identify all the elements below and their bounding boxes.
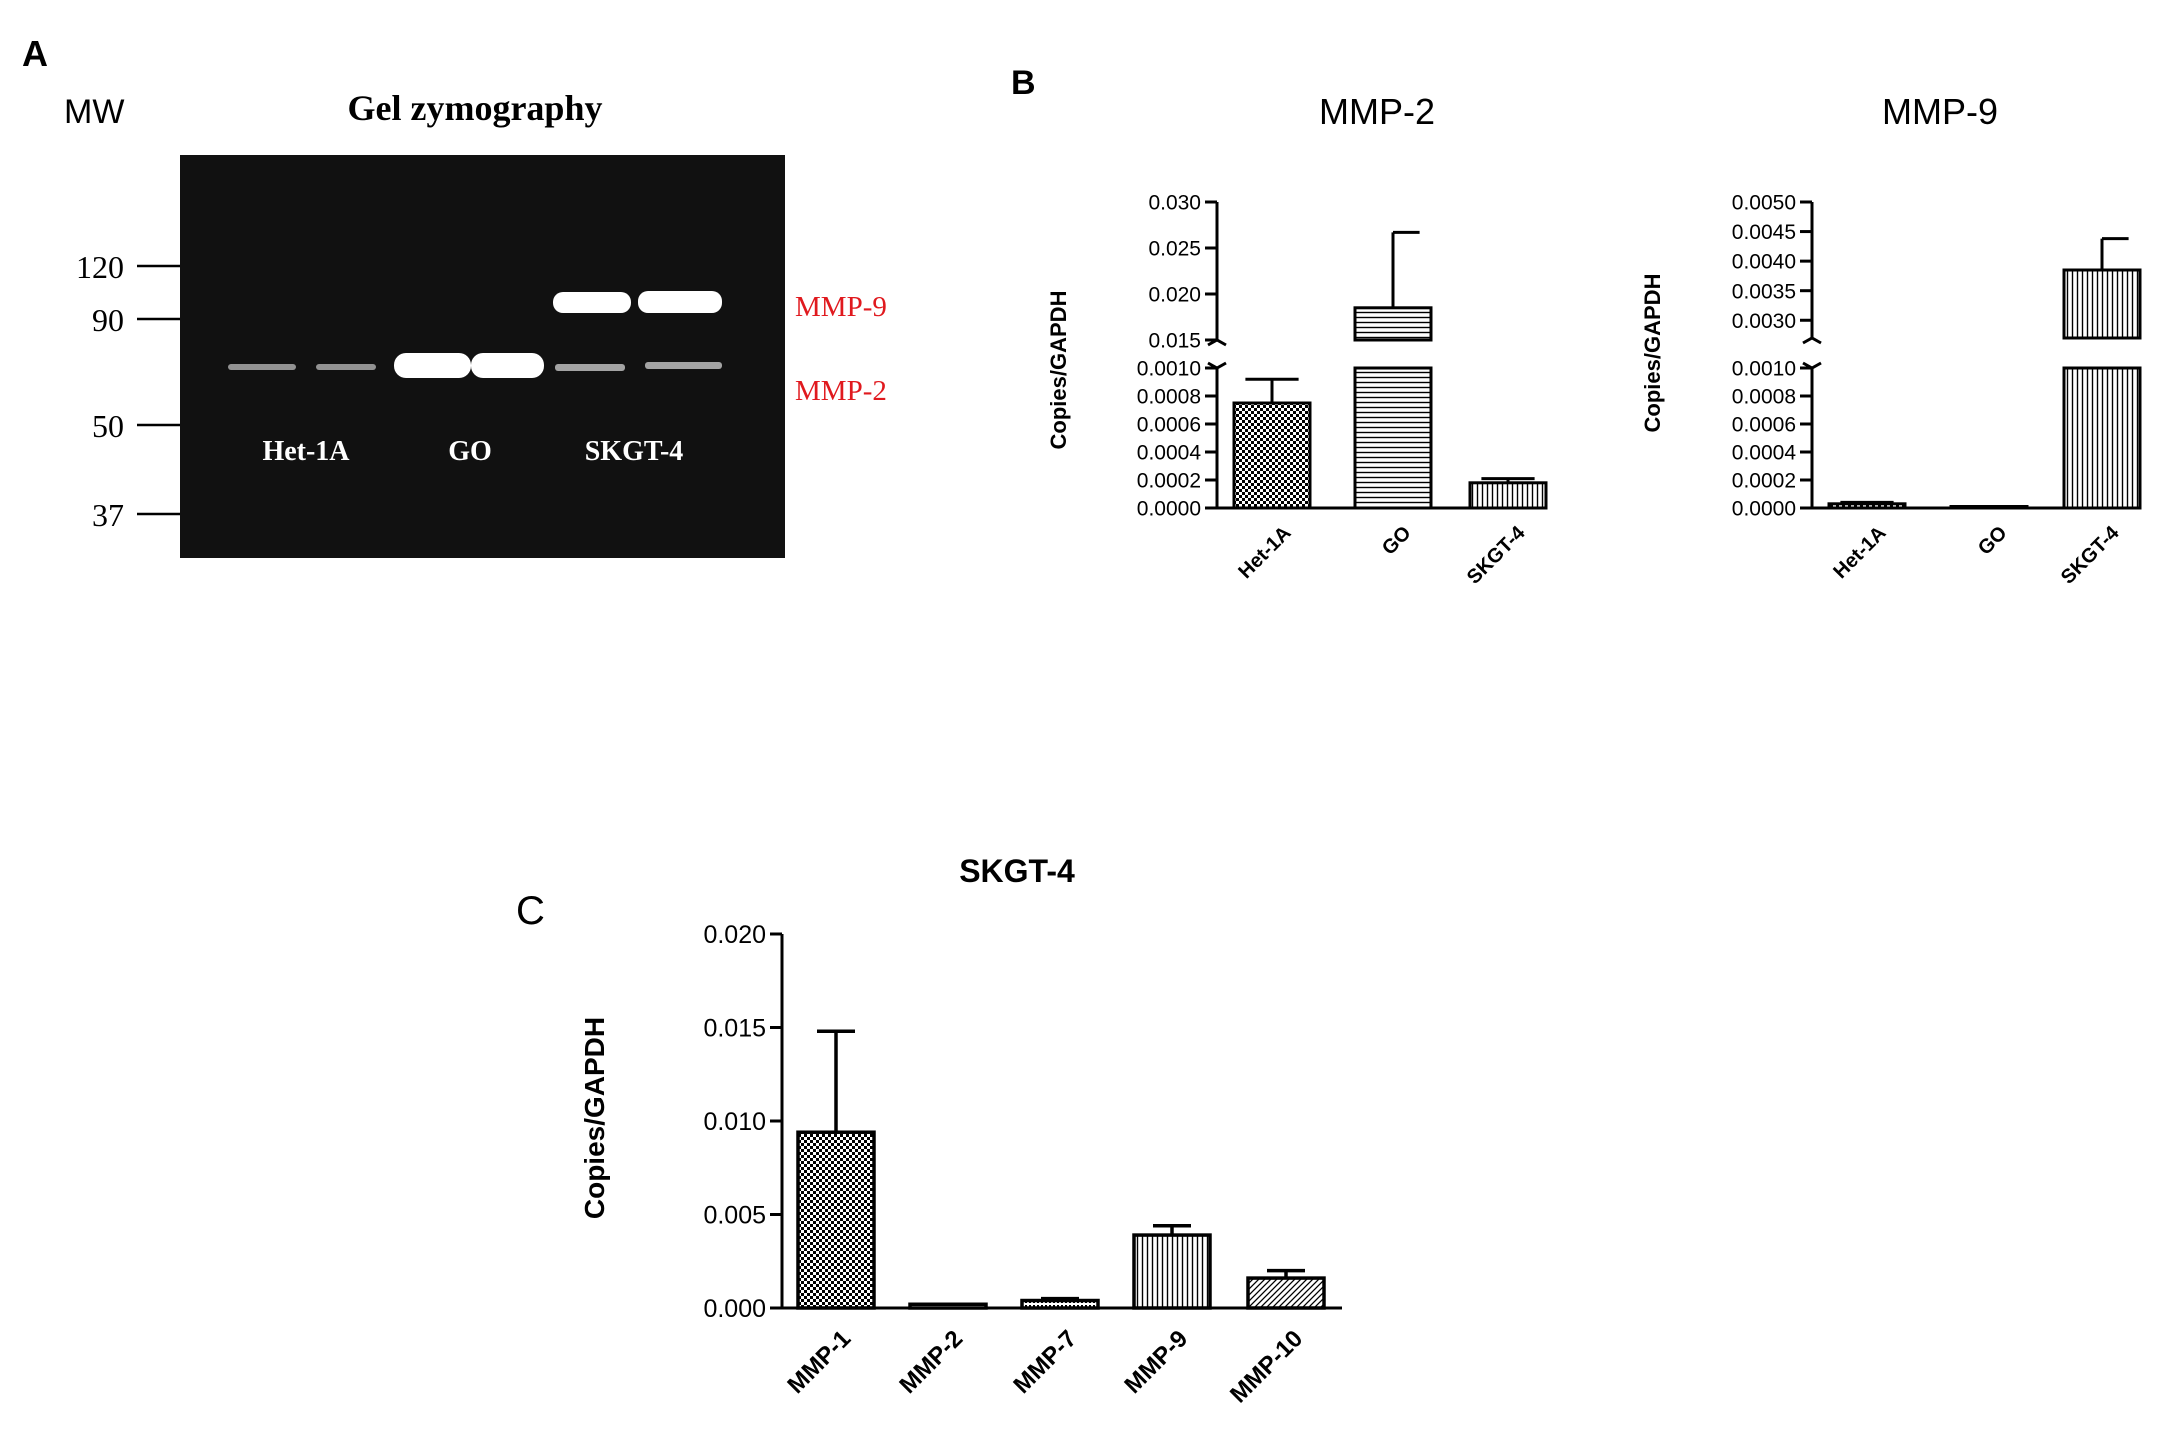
y-ticks: 0.000 0.005 0.010 0.015 0.020 <box>703 921 782 1323</box>
x-tick-label: GO <box>1974 522 2012 560</box>
x-tick-label: SKGT-4 <box>2057 521 2124 588</box>
y-tick-label: 0.015 <box>1148 330 1201 353</box>
chart-title: MMP-2 <box>1319 91 1435 132</box>
bars <box>796 1029 1326 1310</box>
band-go-mmp2-lane1 <box>394 353 471 378</box>
y-tick-label: 0.020 <box>703 921 766 949</box>
bar-lower <box>2062 366 2142 510</box>
panel-a: A MW Gel zymography 120 90 50 37 Het-1A … <box>22 33 887 558</box>
bars <box>1232 230 1548 510</box>
bar-upper <box>1353 306 1433 342</box>
y-ticks-upper: 0.015 0.020 0.025 0.030 <box>1148 192 1217 353</box>
gel-bands <box>228 291 722 378</box>
y-tick-label: 0.0002 <box>1732 470 1796 493</box>
x-tick-labels: Het-1A GO SKGT-4 <box>1234 521 1530 588</box>
y-tick-label: 0.0010 <box>1732 358 1796 381</box>
y-tick-label: 0.0002 <box>1137 470 1201 493</box>
y-tick-label: 0.020 <box>1148 284 1201 307</box>
x-tick-label: MMP-7 <box>1008 1325 1082 1399</box>
lane-label-skgt4: SKGT-4 <box>585 436 684 467</box>
bar <box>1232 401 1312 510</box>
x-tick-label: MMP-2 <box>894 1325 968 1399</box>
lane-label-go: GO <box>448 436 492 467</box>
bar <box>796 1130 876 1310</box>
band-het1a-mmp2-lane1 <box>228 364 296 370</box>
mw-marker-37: 37 <box>92 497 124 533</box>
y-tick-label: 0.0045 <box>1732 221 1796 244</box>
x-tick-label: GO <box>1378 522 1416 560</box>
panel-b-letter: B <box>1011 64 1036 102</box>
band-het1a-mmp2-lane2 <box>316 364 376 370</box>
y-tick-label: 0.0008 <box>1137 386 1201 409</box>
y-tick-label: 0.010 <box>703 1108 766 1136</box>
bar-upper <box>2062 268 2142 340</box>
y-axis-label: Copies/GAPDH <box>579 1017 610 1219</box>
band-go-mmp2-lane2 <box>471 353 544 378</box>
y-ticks-lower: 0.0000 0.0002 0.0004 0.0006 0.0008 0.0010 <box>1137 358 1217 521</box>
x-tick-label: MMP-10 <box>1225 1325 1308 1408</box>
chart-b-mmp9: MMP-9 Copies/GAPDH 0.00000.00020.00040.0… <box>1640 91 2142 589</box>
bar <box>1020 1298 1100 1310</box>
y-tick-label: 0.0004 <box>1732 442 1797 465</box>
y-tick-label: 0.0006 <box>1732 414 1796 437</box>
lane-label-het1a: Het-1A <box>262 436 350 467</box>
y-tick-label: 0.0030 <box>1732 310 1796 333</box>
y-ticks-upper: 0.0030 0.0035 0.0040 0.0045 0.0050 <box>1732 192 1812 333</box>
axis-break <box>1802 336 1822 370</box>
bars <box>1827 237 2142 510</box>
band-label-mmp2: MMP-2 <box>795 375 887 407</box>
x-tick-labels: Het-1A GO SKGT-4 <box>1829 521 2124 588</box>
y-ticks-lower: 0.0000 0.0002 0.0004 0.0006 0.0008 0.0010 <box>1732 358 1812 521</box>
mw-marker-120: 120 <box>76 249 124 285</box>
y-axis-label: Copies/GAPDH <box>1046 291 1071 450</box>
x-tick-label: Het-1A <box>1829 522 1890 583</box>
bar <box>1827 502 1907 510</box>
bar <box>1132 1233 1212 1310</box>
bar <box>1468 481 1548 510</box>
mw-marker-50: 50 <box>92 408 124 444</box>
band-skgt4-mmp9-lane1 <box>553 292 631 313</box>
chart-title: SKGT-4 <box>959 853 1075 889</box>
y-tick-label: 0.0035 <box>1732 280 1796 303</box>
mw-marker-ticks <box>137 264 180 516</box>
mw-marker-90: 90 <box>92 302 124 338</box>
y-tick-label: 0.0010 <box>1137 358 1201 381</box>
bar-lower <box>1353 366 1433 510</box>
y-tick-label: 0.030 <box>1148 192 1201 215</box>
x-tick-label: MMP-1 <box>782 1325 856 1399</box>
chart-b-mmp2: MMP-2 Copies/GAPDH 0.00000.00020.00040.0… <box>1046 91 1548 589</box>
y-tick-label: 0.0004 <box>1137 442 1202 465</box>
y-tick-label: 0.0006 <box>1137 414 1201 437</box>
bar <box>1949 505 2029 510</box>
y-tick-label: 0.0000 <box>1732 498 1796 521</box>
panel-c-letter: C <box>516 889 545 933</box>
y-tick-label: 0.0040 <box>1732 251 1796 274</box>
y-tick-label: 0.0050 <box>1732 192 1796 215</box>
gel-title: Gel zymography <box>348 88 603 128</box>
chart-c-skgt4: SKGT-4 Copies/GAPDH 0.000 0.005 0.010 0.015… <box>579 853 1342 1408</box>
y-tick-label: 0.000 <box>703 1295 766 1323</box>
y-tick-label: 0.025 <box>1148 238 1201 261</box>
bar <box>1246 1276 1326 1310</box>
band-skgt4-mmp2-lane2 <box>645 362 722 369</box>
panel-a-letter: A <box>22 33 48 74</box>
band-label-mmp9: MMP-9 <box>795 291 887 323</box>
y-axis-label: Copies/GAPDH <box>1640 274 1665 433</box>
y-tick-label: 0.005 <box>703 1202 766 1230</box>
x-tick-label: Het-1A <box>1234 522 1295 583</box>
x-tick-labels: MMP-1 MMP-2 MMP-7 MMP-9 MMP-10 <box>782 1325 1308 1408</box>
x-tick-label: SKGT-4 <box>1463 521 1530 588</box>
y-tick-label: 0.0000 <box>1137 498 1201 521</box>
chart-title: MMP-9 <box>1882 91 1998 132</box>
band-skgt4-mmp9-lane2 <box>638 291 722 313</box>
band-skgt4-mmp2-lane1 <box>555 364 625 371</box>
mw-label: MW <box>64 93 124 131</box>
y-tick-label: 0.0008 <box>1732 386 1796 409</box>
bar <box>908 1302 988 1310</box>
y-tick-label: 0.015 <box>703 1015 766 1043</box>
x-tick-label: MMP-9 <box>1119 1325 1193 1399</box>
axis-break <box>1207 338 1227 370</box>
